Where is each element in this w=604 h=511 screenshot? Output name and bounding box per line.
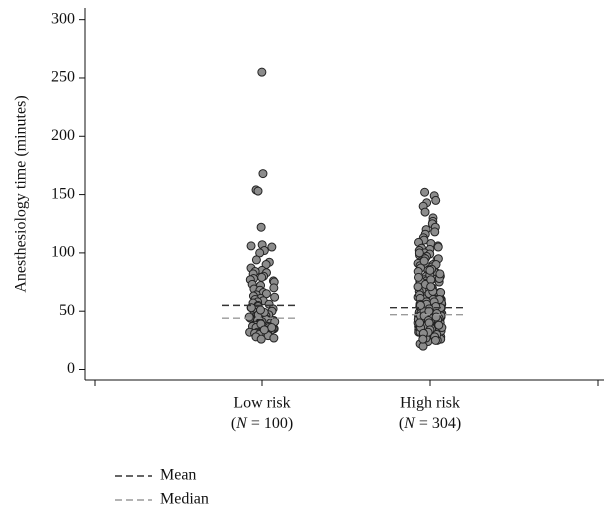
data-point: [431, 195, 441, 205]
data-point: [426, 282, 436, 292]
sublabel-part: = 100): [247, 415, 293, 432]
data-point: [251, 255, 261, 265]
y-axis-label: Anesthesiology time (minutes): [13, 95, 30, 292]
y-tick-label: 50: [59, 302, 75, 319]
category-sublabel: (N = 100): [231, 415, 293, 432]
data-point: [259, 325, 269, 335]
sublabel-part: (: [231, 415, 236, 432]
data-point: [434, 320, 444, 330]
category-label: Low risk: [233, 395, 290, 412]
data-point: [419, 256, 429, 266]
data-point: [257, 67, 267, 77]
data-point: [433, 242, 443, 252]
legend-mean-label: Mean: [160, 467, 196, 484]
data-point: [415, 318, 425, 328]
legend-median-label: Median: [160, 491, 209, 508]
y-tick-label: 200: [51, 127, 75, 144]
data-point: [255, 305, 265, 315]
sublabel-part: N: [403, 415, 416, 432]
data-point: [269, 333, 279, 343]
data-point: [420, 187, 430, 197]
data-point: [267, 242, 277, 252]
data-point: [253, 186, 263, 196]
data-point: [425, 265, 435, 275]
data-point: [418, 334, 428, 344]
sublabel-part: = 304): [415, 415, 461, 432]
sublabel-part: N: [235, 415, 248, 432]
data-point: [256, 222, 266, 232]
sublabel-part: (: [399, 415, 404, 432]
y-tick-label: 100: [51, 244, 75, 261]
data-point: [413, 272, 423, 282]
data-point: [430, 227, 440, 237]
data-point: [256, 334, 266, 344]
data-point: [414, 248, 424, 258]
data-point: [435, 269, 445, 279]
data-point: [430, 335, 440, 345]
data-point: [244, 312, 254, 322]
data-point: [269, 283, 279, 293]
category-sublabel: (N = 304): [399, 415, 461, 432]
y-tick-label: 150: [51, 185, 75, 202]
data-point: [258, 169, 268, 179]
data-point: [267, 323, 277, 333]
data-point: [270, 292, 280, 302]
y-tick-label: 300: [51, 10, 75, 27]
y-tick-label: 250: [51, 69, 75, 86]
data-point: [257, 272, 267, 282]
category-label: High risk: [400, 395, 460, 412]
data-point: [413, 282, 423, 292]
y-tick-label: 0: [67, 360, 75, 377]
data-point: [420, 207, 430, 217]
data-point: [246, 241, 256, 251]
